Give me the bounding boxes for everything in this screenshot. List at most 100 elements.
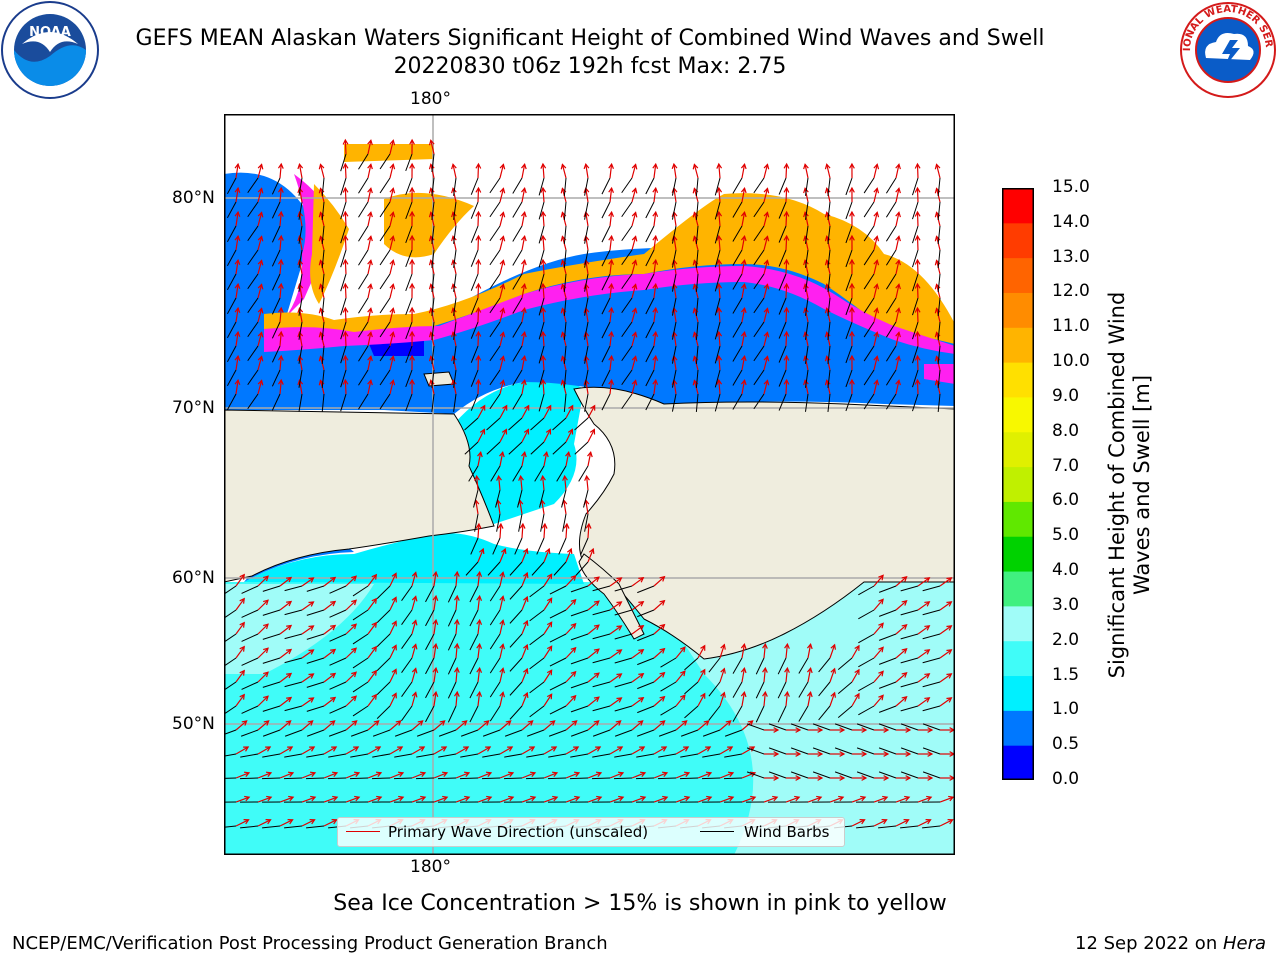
wave-arrow-head: [530, 795, 537, 802]
wave-arrow-head: [924, 697, 931, 703]
wave-arrow: [543, 720, 556, 731]
wind-barb: [804, 321, 809, 340]
wave-arrow: [298, 164, 303, 179]
wave-arrow-head: [239, 621, 245, 628]
wave-arrow-head: [849, 186, 855, 193]
wave-arrow-head: [475, 210, 482, 217]
wave-arrow: [499, 548, 506, 563]
wave-arrow-head: [409, 210, 415, 217]
wave-arrow: [499, 596, 504, 611]
wave-arrow-head: [475, 234, 482, 241]
wave-arrow-head: [540, 162, 547, 169]
colorbar-bin: [1002, 501, 1034, 537]
wind-barb: [504, 729, 523, 737]
wind-barb: [431, 345, 435, 364]
wind-barb: [247, 177, 259, 194]
wave-arrow-head: [523, 667, 529, 675]
wind-barb: [447, 657, 457, 675]
wind-barb: [671, 321, 677, 340]
wind-barb: [306, 657, 325, 664]
wave-arrow-head: [895, 355, 901, 362]
wave-arrow-head: [367, 307, 373, 314]
wave-arrow: [543, 746, 557, 755]
wind-barb: [549, 705, 567, 715]
wind-barb: [538, 297, 545, 316]
wind-barb: [592, 657, 611, 664]
wave-arrow: [433, 746, 447, 755]
wave-arrow: [585, 236, 589, 251]
wave-arrow-head: [508, 795, 515, 802]
wave-arrow-head: [878, 694, 884, 701]
wave-arrow: [301, 697, 314, 707]
wave-arrow-head: [411, 643, 418, 650]
wave-arrow-head: [453, 666, 460, 673]
wave-arrow: [804, 212, 809, 227]
wave-arrow-head: [342, 210, 349, 217]
wind-barb: [922, 633, 941, 640]
wave-arrow-head: [924, 601, 931, 607]
wave-arrow: [785, 235, 788, 251]
wind-barb: [878, 609, 897, 617]
wave-arrow-head: [608, 354, 615, 361]
wave-arrow-head: [700, 668, 706, 675]
wave-arrow-head: [540, 258, 547, 265]
wind-barb: [834, 723, 853, 731]
wind-barb: [517, 489, 523, 508]
wave-arrow: [257, 671, 269, 683]
wave-arrow-head: [286, 648, 293, 655]
wave-arrow-head: [546, 404, 552, 411]
wave-arrow: [697, 772, 712, 779]
wave-arrow: [585, 164, 589, 179]
wind-barb: [405, 345, 413, 364]
wind-barb: [912, 177, 919, 196]
wave-arrow-head: [638, 673, 645, 679]
wave-arrow: [763, 212, 769, 227]
wave-arrow: [235, 646, 245, 659]
wave-arrow-head: [263, 671, 269, 678]
wave-arrow: [543, 693, 553, 707]
wind-barb: [284, 585, 303, 592]
wave-arrow-head: [762, 666, 768, 673]
land-siberia: [224, 409, 495, 583]
wave-arrow: [653, 236, 657, 251]
wave-arrow-head: [817, 775, 824, 781]
wave-arrow-head: [824, 163, 831, 170]
wind-barb: [570, 705, 589, 713]
wind-barb: [679, 777, 699, 780]
wind-barb: [460, 729, 479, 737]
wave-arrow-head: [803, 307, 809, 314]
wave-arrow-head: [371, 597, 378, 604]
wave-arrow: [367, 140, 372, 155]
wind-barb: [684, 657, 699, 671]
wave-arrow-head: [728, 795, 735, 802]
colorbar-tick-label: 1.5: [1052, 664, 1080, 685]
wind-barb: [558, 537, 567, 555]
wind-barb: [425, 633, 435, 651]
wave-arrow-head: [616, 577, 623, 583]
wind-barb: [489, 345, 501, 362]
wind-barb: [526, 753, 545, 758]
wave-arrow-head: [608, 282, 615, 289]
wind-barb: [878, 723, 897, 731]
wind-barb: [778, 249, 787, 267]
wave-arrow: [433, 692, 437, 707]
wave-arrow-head: [475, 522, 482, 529]
wind-barb: [708, 681, 721, 697]
wind-barb: [340, 225, 347, 244]
wind-barb: [562, 513, 567, 532]
wave-arrow-head: [499, 571, 506, 578]
wave-arrow: [543, 405, 552, 419]
wave-arrow-head: [540, 354, 547, 361]
wave-arrow-head: [546, 621, 553, 628]
wave-arrow: [785, 283, 788, 299]
wind-barb: [601, 345, 611, 363]
wind-barb: [509, 681, 523, 696]
wave-arrow-head: [946, 649, 953, 655]
wave-arrow: [452, 164, 457, 179]
wave-arrow: [411, 620, 417, 635]
wave-arrow: [741, 380, 746, 395]
wind-barb: [438, 753, 457, 758]
wave-arrow: [257, 772, 272, 779]
wind-barb: [284, 609, 303, 616]
wave-arrow-head: [439, 720, 446, 726]
